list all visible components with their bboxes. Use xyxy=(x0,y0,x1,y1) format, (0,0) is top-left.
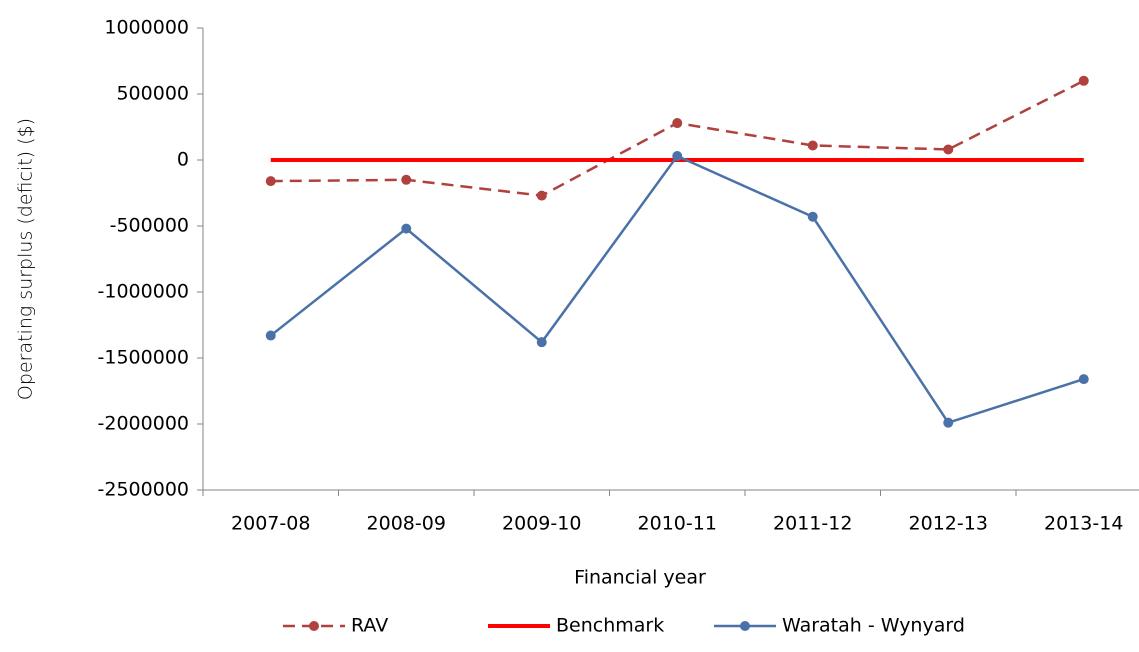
point xyxy=(401,223,412,234)
y-axis-label: Operating surplus (deficit) ($) xyxy=(15,118,37,400)
point xyxy=(807,140,818,151)
point xyxy=(672,151,683,162)
x-tick-label: 2012-13 xyxy=(909,513,988,535)
legend-marker xyxy=(740,621,750,631)
point xyxy=(536,337,547,348)
point xyxy=(1078,75,1089,86)
point xyxy=(807,211,818,222)
x-axis-label: Financial year xyxy=(574,567,706,589)
point xyxy=(401,174,412,185)
y-tick-label: -2000000 xyxy=(98,413,189,435)
x-tick-label: 2007-08 xyxy=(231,513,310,535)
y-tick-label: -2500000 xyxy=(98,479,189,501)
point xyxy=(943,417,954,428)
point xyxy=(536,190,547,201)
point xyxy=(943,144,954,155)
y-tick-label: 0 xyxy=(177,149,189,171)
point xyxy=(265,330,276,341)
legend-label: Waratah - Wynyard xyxy=(782,615,965,637)
x-tick-label: 2013-14 xyxy=(1044,513,1123,535)
legend-label: Benchmark xyxy=(556,615,664,637)
point xyxy=(672,118,683,129)
x-tick-label: 2011-12 xyxy=(773,513,852,535)
y-tick-label: -1000000 xyxy=(98,281,189,303)
y-tick-label: -1500000 xyxy=(98,347,189,369)
x-tick-label: 2008-09 xyxy=(367,513,446,535)
y-tick-label: 500000 xyxy=(116,83,189,105)
point xyxy=(1078,374,1089,385)
x-tick-label: 2010-11 xyxy=(638,513,717,535)
y-tick-label: 1000000 xyxy=(104,17,189,39)
point xyxy=(265,176,276,187)
series-line xyxy=(270,79,1085,197)
legend-label: RAV xyxy=(351,615,388,637)
series-line xyxy=(269,154,1085,425)
x-tick-label: 2009-10 xyxy=(502,513,581,535)
legend-marker xyxy=(309,621,319,631)
y-tick-label: -500000 xyxy=(110,215,189,237)
